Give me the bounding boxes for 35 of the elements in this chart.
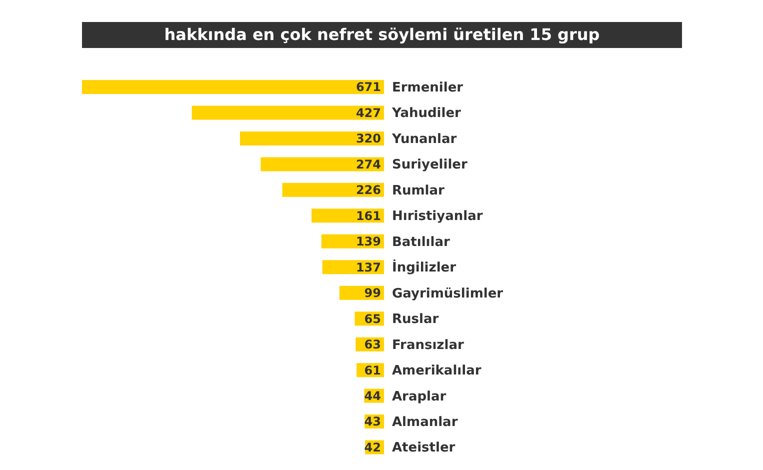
- y-tick-label: Batılılar: [392, 234, 450, 250]
- data-label: 274: [356, 157, 381, 172]
- y-tick-label: Suriyeliler: [392, 158, 468, 173]
- data-label: 137: [356, 260, 381, 274]
- y-tick-label: Hıristiyanlar: [392, 209, 484, 224]
- y-tick-label: Ermeniler: [392, 80, 464, 96]
- y-tick-label: Ateistler: [392, 440, 456, 456]
- data-label: 63: [364, 338, 381, 352]
- chart-title: hakkında en çok nefret söylemi üretilen 15 grup: [82, 22, 682, 48]
- y-tick-label: Yunanlar: [391, 132, 458, 147]
- y-tick-label: Yahudiler: [391, 106, 462, 122]
- data-label: 139: [356, 234, 381, 249]
- data-label: 43: [364, 414, 381, 429]
- bar: [82, 80, 384, 94]
- data-label: 161: [356, 208, 381, 223]
- data-label: 226: [356, 183, 381, 198]
- data-label: 671: [356, 80, 381, 94]
- data-label: 44: [364, 389, 381, 403]
- data-label: 99: [364, 286, 381, 300]
- y-tick-label: Rumlar: [392, 183, 446, 198]
- y-tick-label: İngilizler: [392, 258, 457, 276]
- data-label: 427: [356, 106, 381, 120]
- y-tick-label: Gayrimüslimler: [392, 286, 504, 302]
- bar: [282, 182, 384, 197]
- data-label: 320: [356, 132, 381, 146]
- bar: [240, 131, 384, 146]
- data-label: 61: [364, 363, 381, 378]
- y-tick-label: Araplar: [392, 389, 447, 404]
- data-label: 65: [364, 312, 381, 326]
- y-tick-label: Ruslar: [392, 312, 440, 328]
- y-tick-label: Amerikalılar: [392, 364, 482, 379]
- y-tick-label: Fransızlar: [392, 338, 464, 353]
- bar: [192, 106, 384, 120]
- y-tick-label: Almanlar: [392, 415, 458, 430]
- bar: [260, 157, 384, 172]
